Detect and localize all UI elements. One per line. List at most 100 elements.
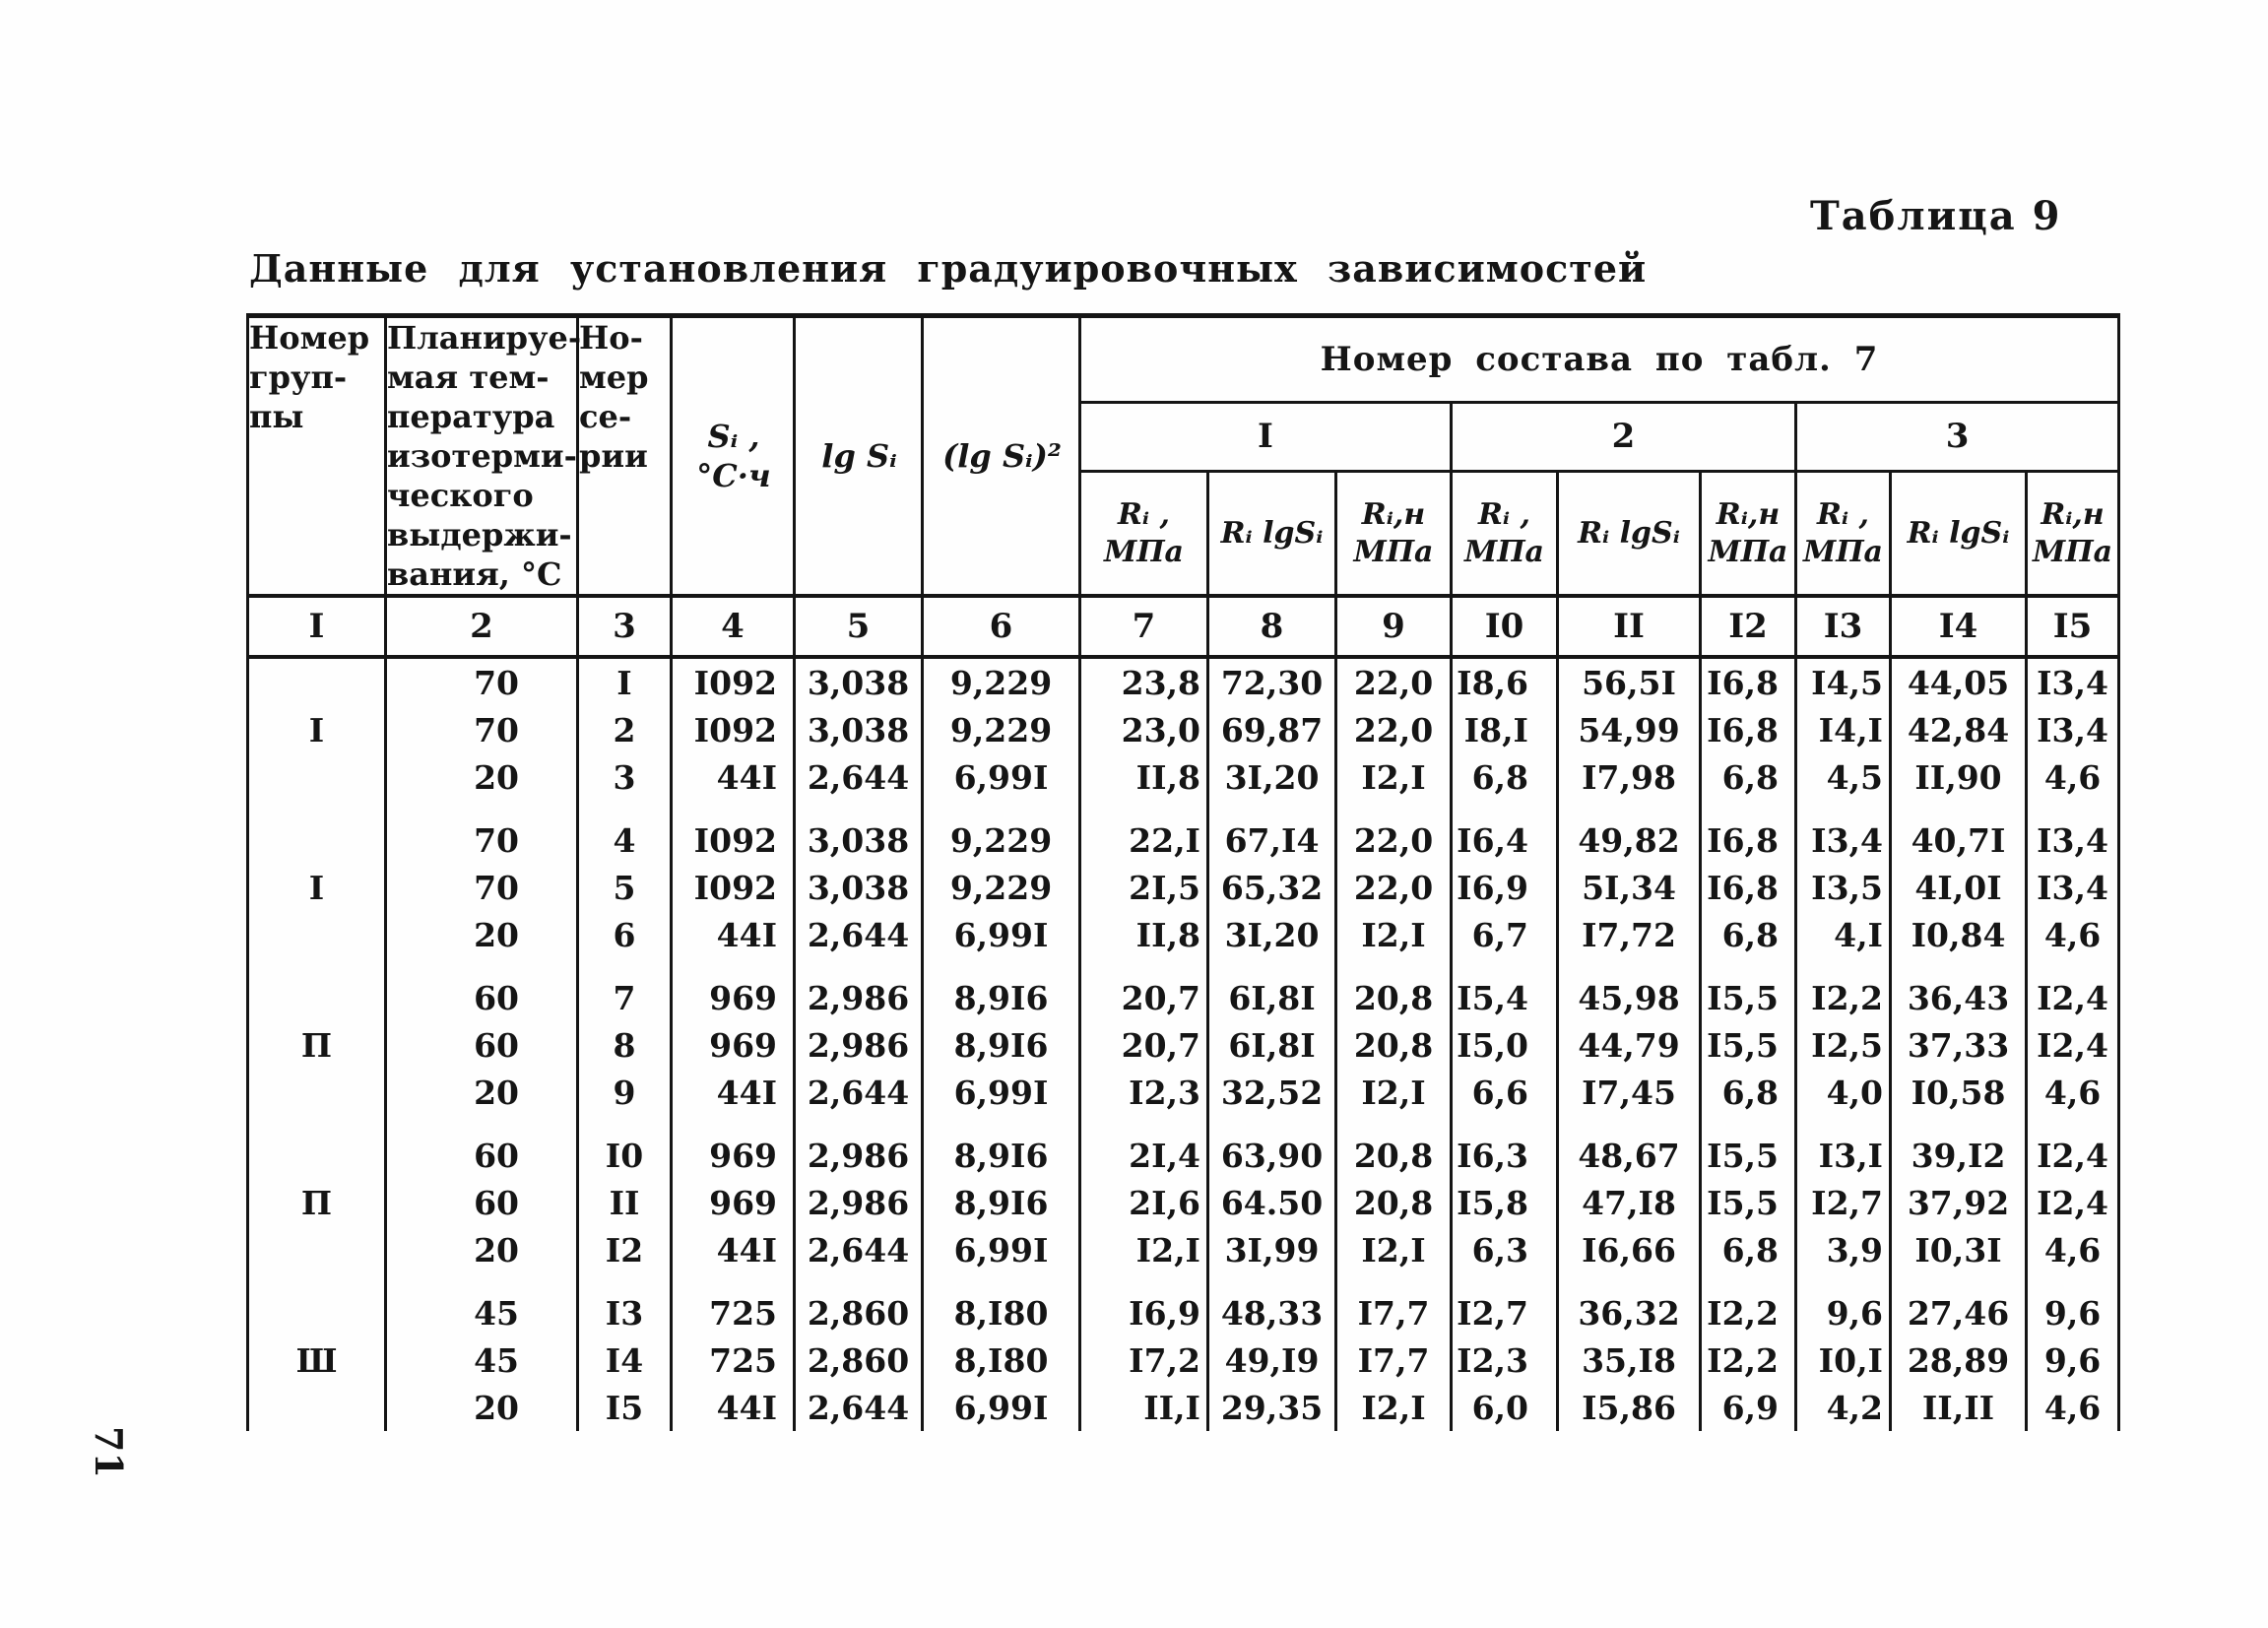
table-cell: I5,86	[1556, 1384, 1702, 1431]
table-cell: 7	[576, 958, 673, 1021]
table-row: I 70 5 I092 3,038 9,229 2I,5 65,32 22,0 I6,9 5I,34…	[246, 864, 2121, 911]
table-cell: I2,4	[2024, 1116, 2121, 1179]
header-ri-3: Rᵢ , МПа	[1794, 471, 1892, 599]
table-cell: I2,2	[1699, 1336, 1797, 1384]
table-cell: I7,45	[1556, 1069, 1702, 1116]
table-cell: I2,4	[2024, 1021, 2121, 1069]
group-label-cell	[246, 1273, 387, 1336]
table-cell: 44I	[670, 911, 796, 958]
header-lg-si-squared: (lg Sᵢ)²	[921, 313, 1081, 598]
header-ri-n-1: Rᵢ,н МПа	[1334, 471, 1453, 599]
table-number-label: Таблица 9	[1810, 193, 2062, 239]
table-cell: 3I,20	[1206, 911, 1337, 958]
header-ri-lgsi-1: Rᵢ lgSᵢ	[1206, 471, 1337, 599]
table-cell: 60	[384, 958, 579, 1021]
table-cell: 22,I	[1078, 801, 1209, 864]
table-cell: I6,3	[1450, 1116, 1559, 1179]
table-cell: I3,4	[2024, 657, 2121, 706]
table-cell: I2,7	[1794, 1179, 1892, 1226]
table-cell: I3,5	[1794, 864, 1892, 911]
header-series-number: Но- мер се- рии	[576, 313, 673, 598]
table-cell: 9,229	[921, 706, 1081, 753]
column-number: I2	[1699, 596, 1797, 659]
table-row: 20 9 44I 2,644 6,99I I2,3 32,52 I2,I 6,6 I7,45 6,8…	[246, 1069, 2121, 1116]
column-number: I	[246, 596, 387, 659]
table-cell: II	[576, 1179, 673, 1226]
table-cell: II,II	[1889, 1384, 2028, 1431]
table-cell: 20,8	[1334, 1021, 1453, 1069]
table-cell: 2I,5	[1078, 864, 1209, 911]
table-cell: 20,8	[1334, 1179, 1453, 1226]
table-cell: I2,I	[1334, 1384, 1453, 1431]
column-number: 4	[670, 596, 796, 659]
column-number: 2	[384, 596, 579, 659]
table-cell: 2,644	[793, 1384, 924, 1431]
column-number: 9	[1334, 596, 1453, 659]
table-cell: II,8	[1078, 753, 1209, 801]
table-cell: I6,8	[1699, 706, 1797, 753]
table-cell: 3,038	[793, 657, 924, 706]
group-label-cell	[246, 657, 387, 706]
table-cell: I6,66	[1556, 1226, 1702, 1273]
table-cell: 2,644	[793, 1069, 924, 1116]
table-cell: 49,I9	[1206, 1336, 1337, 1384]
table-cell: I2	[576, 1226, 673, 1273]
table-cell: 3I,20	[1206, 753, 1337, 801]
table-cell: 2I,4	[1078, 1116, 1209, 1179]
table-cell: 28,89	[1889, 1336, 2028, 1384]
table-cell: I2,I	[1078, 1226, 1209, 1273]
table-cell: 20	[384, 1069, 579, 1116]
header-ri-2: Rᵢ , МПа	[1450, 471, 1559, 599]
table-cell: I4,I	[1794, 706, 1892, 753]
table-cell: 9,229	[921, 801, 1081, 864]
table-cell: 8,I80	[921, 1336, 1081, 1384]
group-label-cell: Ш	[246, 1336, 387, 1384]
table-cell: 70	[384, 706, 579, 753]
table-cell: 3,038	[793, 801, 924, 864]
table-cell: I4,5	[1794, 657, 1892, 706]
table-cell: 9,6	[2024, 1273, 2121, 1336]
table-row: 60 7 969 2,986 8,9I6 20,7 6I,8I 20,8 I5,4 45,98 I5…	[246, 958, 2121, 1021]
table-cell: I092	[670, 864, 796, 911]
column-number: 8	[1206, 596, 1337, 659]
table-cell: 72,30	[1206, 657, 1337, 706]
table-cell: 4,6	[2024, 911, 2121, 958]
table-cell: 45	[384, 1273, 579, 1336]
table-cell: 32,52	[1206, 1069, 1337, 1116]
table-cell: 22,0	[1334, 801, 1453, 864]
table-cell: 4I,0I	[1889, 864, 2028, 911]
table-cell: 6,8	[1699, 753, 1797, 801]
table-cell: 6,8	[1699, 1069, 1797, 1116]
column-number: I0	[1450, 596, 1559, 659]
group-label-cell	[246, 958, 387, 1021]
table-cell: 969	[670, 1179, 796, 1226]
table-cell: 6,99I	[921, 1226, 1081, 1273]
table-cell: 2I,6	[1078, 1179, 1209, 1226]
table-cell: 6	[576, 911, 673, 958]
table-row: П 60 II 969 2,986 8,9I6 2I,6 64.50 20,8 I5,8 47,I8…	[246, 1179, 2121, 1226]
table-cell: 5I,34	[1556, 864, 1702, 911]
table-cell: I092	[670, 801, 796, 864]
table-cell: 23,0	[1078, 706, 1209, 753]
table-cell: I0,58	[1889, 1069, 2028, 1116]
table-cell: 6,0	[1450, 1384, 1559, 1431]
table-cell: 47,I8	[1556, 1179, 1702, 1226]
table-cell: 9,6	[1794, 1273, 1892, 1336]
column-number-row: I 2 3 4 5 6 7 8 9 I0 II I2 I3 I4 I5	[246, 596, 2121, 659]
table-cell: 20,8	[1334, 1116, 1453, 1179]
header-lg-si: lg Sᵢ	[793, 313, 924, 598]
table-cell: I3	[576, 1273, 673, 1336]
table-cell: 22,0	[1334, 864, 1453, 911]
table-cell: 6I,8I	[1206, 1021, 1337, 1069]
table-cell: 969	[670, 1116, 796, 1179]
column-number: 5	[793, 596, 924, 659]
column-number: 6	[921, 596, 1081, 659]
table-cell: 23,8	[1078, 657, 1209, 706]
table-cell: I8,I	[1450, 706, 1559, 753]
data-table: Номер груп- пы Планируе- мая тем- перату…	[246, 313, 2121, 1431]
table-cell: 2,644	[793, 911, 924, 958]
table-cell: 44I	[670, 1069, 796, 1116]
table-cell: 8,I80	[921, 1273, 1081, 1336]
table-cell: 6I,8I	[1206, 958, 1337, 1021]
table-cell: 9,229	[921, 657, 1081, 706]
